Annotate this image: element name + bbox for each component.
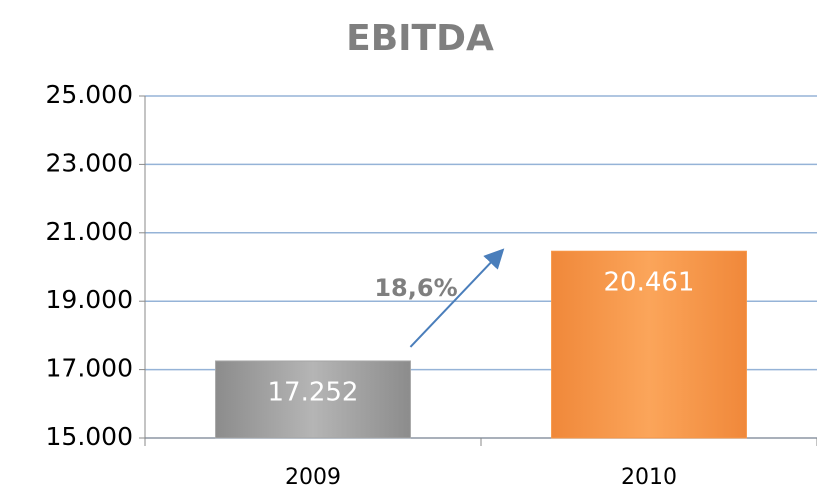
chart-title: EBITDA: [346, 18, 494, 59]
x-tick-label: 2009: [285, 465, 341, 490]
y-tick-label: 17.000: [46, 354, 133, 383]
y-tick-label: 21.000: [46, 217, 133, 246]
value-label: 20.461: [604, 268, 695, 298]
y-tick-label: 25.000: [46, 80, 133, 109]
annotation: 18,6%: [374, 274, 457, 302]
value-label: 17.252: [268, 377, 359, 407]
bar: [551, 250, 747, 439]
y-tick-label: 23.000: [46, 148, 133, 177]
y-tick-label: 15.000: [46, 422, 133, 451]
arrow: [409, 248, 505, 348]
x-tick-label: 2010: [621, 465, 677, 490]
y-tick-label: 19.000: [46, 285, 133, 314]
bar: [215, 360, 411, 439]
